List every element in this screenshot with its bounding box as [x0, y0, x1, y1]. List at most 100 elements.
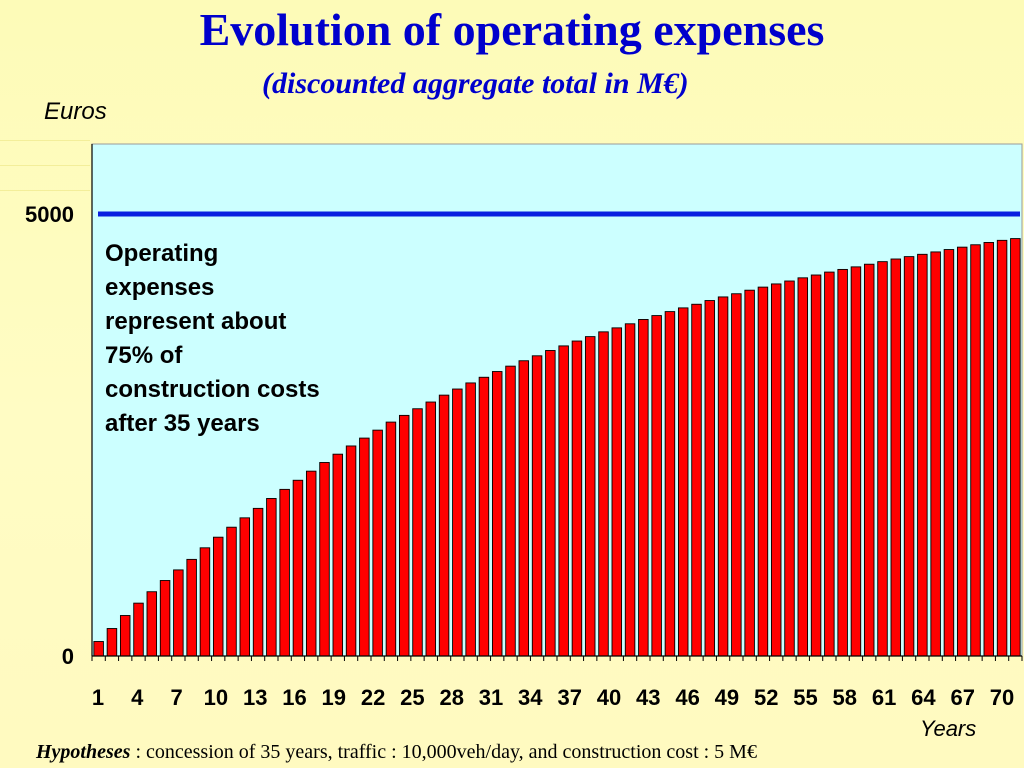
x-tick-label: 31 [479, 685, 503, 710]
bar-year-18 [320, 462, 330, 656]
x-tick-label: 7 [170, 685, 182, 710]
bar-year-67 [971, 245, 981, 656]
bar-year-50 [745, 290, 755, 656]
bar-year-34 [532, 356, 542, 656]
bar-year-43 [652, 316, 662, 656]
bar-year-47 [705, 301, 715, 656]
bar-year-16 [293, 480, 303, 656]
x-tick-label: 52 [754, 685, 778, 710]
bar-year-26 [426, 402, 436, 656]
x-tick-label: 55 [793, 685, 817, 710]
x-tick-label: 58 [833, 685, 857, 710]
bar-year-63 [918, 254, 928, 656]
bar-year-52 [771, 284, 781, 656]
bar-year-14 [267, 498, 277, 656]
bar-year-4 [134, 603, 144, 656]
footnote-text: : concession of 35 years, traffic : 10,0… [130, 741, 757, 763]
bar-year-33 [519, 361, 529, 656]
bar-year-62 [904, 257, 914, 656]
x-tick-label: 49 [715, 685, 739, 710]
bar-year-69 [997, 240, 1007, 656]
bar-year-32 [506, 366, 516, 656]
bar-year-57 [838, 269, 848, 656]
bar-year-10 [213, 537, 223, 656]
x-tick-label: 4 [131, 685, 144, 710]
bar-year-51 [758, 287, 768, 656]
bar-year-2 [107, 629, 117, 656]
bar-year-56 [825, 272, 835, 656]
bar-year-5 [147, 592, 157, 656]
footnote-label: Hypotheses [36, 741, 130, 763]
bar-year-22 [373, 430, 383, 656]
bar-year-28 [453, 389, 463, 656]
y-tick-label: 5000 [25, 202, 74, 227]
bar-year-61 [891, 259, 901, 656]
bar-year-9 [200, 548, 210, 656]
bar-year-21 [360, 438, 370, 656]
bar-year-37 [572, 341, 582, 656]
bar-year-20 [346, 446, 356, 656]
x-tick-label: 13 [243, 685, 267, 710]
x-tick-label: 37 [557, 685, 581, 710]
bar-year-23 [386, 422, 396, 656]
x-tick-label: 43 [636, 685, 660, 710]
x-tick-label: 34 [518, 685, 543, 710]
bar-year-48 [718, 297, 728, 656]
bar-year-64 [931, 252, 941, 656]
x-tick-label: 64 [911, 685, 936, 710]
bar-year-15 [280, 489, 290, 656]
bar-year-3 [120, 616, 130, 656]
bar-year-65 [944, 250, 954, 656]
bar-year-59 [864, 264, 874, 656]
y-tick-label: 0 [62, 644, 74, 669]
bar-year-7 [174, 570, 184, 656]
bar-year-60 [878, 262, 888, 656]
bar-year-30 [479, 377, 489, 656]
bar-year-58 [851, 267, 861, 656]
bar-year-41 [625, 324, 635, 656]
bar-year-35 [546, 350, 556, 656]
x-tick-label: 70 [990, 685, 1014, 710]
bar-year-13 [253, 508, 263, 656]
bar-year-38 [585, 337, 595, 656]
x-tick-label: 16 [282, 685, 306, 710]
x-tick-label: 19 [322, 685, 346, 710]
bar-year-17 [306, 471, 316, 656]
bar-year-8 [187, 559, 197, 656]
bar-year-70 [1011, 239, 1021, 656]
bar-year-31 [492, 372, 502, 656]
x-tick-label: 22 [361, 685, 385, 710]
bar-year-25 [413, 409, 423, 656]
bar-year-46 [692, 304, 702, 656]
bar-year-54 [798, 278, 808, 656]
bar-year-24 [399, 415, 409, 656]
x-tick-label: 28 [439, 685, 463, 710]
chart-annotation: Operating expenses represent about 75% o… [105, 237, 375, 441]
bar-year-36 [559, 346, 569, 656]
x-tick-label: 46 [675, 685, 699, 710]
bar-year-55 [811, 275, 821, 656]
x-tick-label: 25 [400, 685, 424, 710]
bar-year-12 [240, 518, 250, 656]
bar-year-53 [785, 281, 795, 656]
bar-year-1 [94, 642, 104, 657]
hypotheses-footnote: Hypotheses : concession of 35 years, tra… [36, 741, 1016, 764]
x-tick-label: 61 [872, 685, 896, 710]
bar-year-40 [612, 328, 622, 656]
bar-year-27 [439, 395, 449, 656]
x-tick-label: 1 [92, 685, 104, 710]
bar-year-19 [333, 454, 343, 656]
bar-year-39 [599, 332, 609, 656]
x-tick-label: 10 [204, 685, 228, 710]
bar-year-68 [984, 242, 994, 656]
bar-year-29 [466, 383, 476, 656]
x-tick-label: 67 [950, 685, 974, 710]
x-axis-unit-label: Years [920, 716, 976, 742]
bar-year-42 [639, 319, 649, 656]
bar-year-45 [678, 308, 688, 656]
bar-year-49 [732, 294, 742, 656]
x-tick-label: 40 [597, 685, 621, 710]
bar-year-44 [665, 312, 675, 656]
bar-year-66 [957, 247, 967, 656]
bar-year-11 [227, 527, 237, 656]
